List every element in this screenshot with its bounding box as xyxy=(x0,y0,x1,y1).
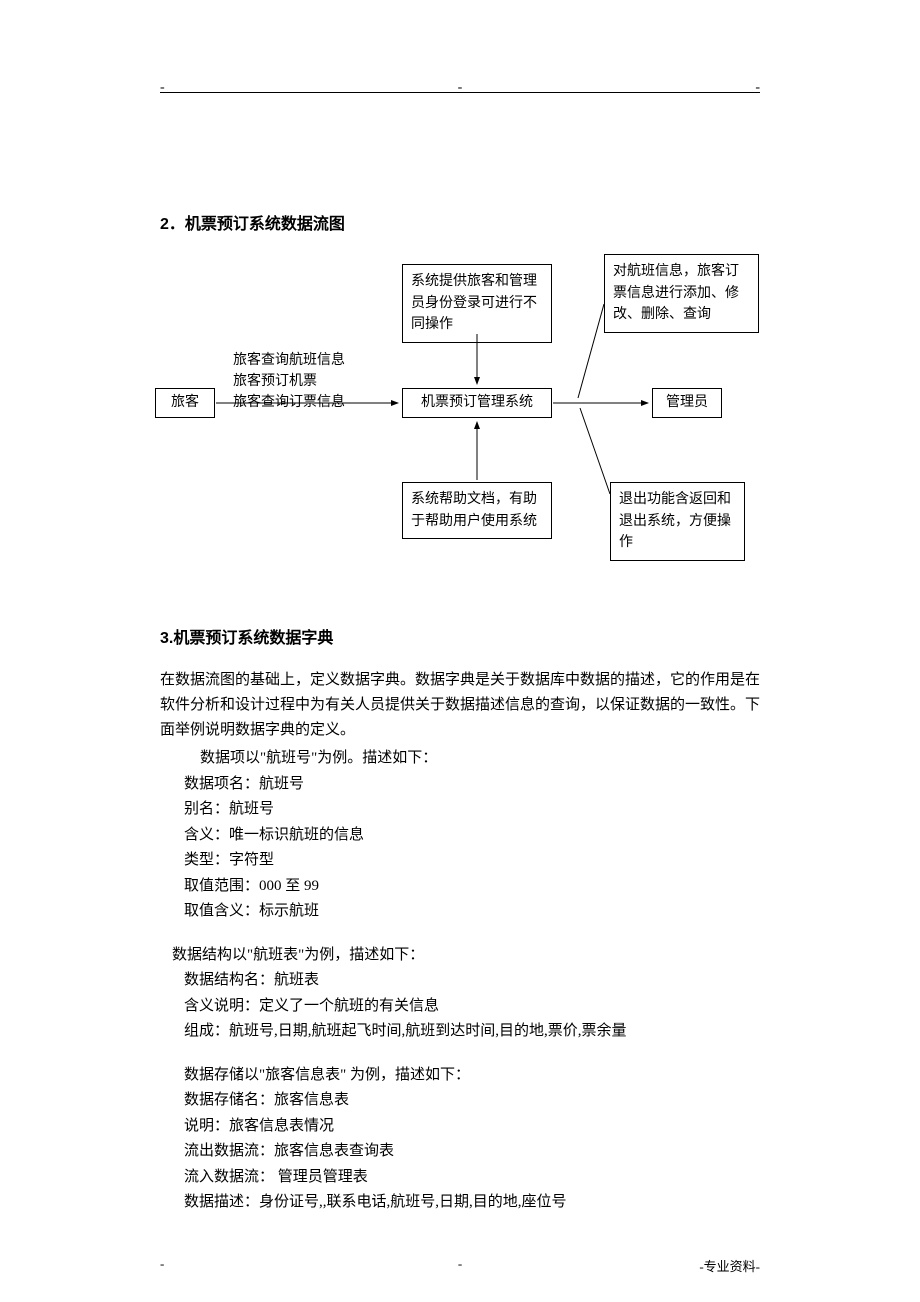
data-struct-block: 数据结构以"航班表"为例，描述如下： 数据结构名：航班表 含义说明：定义了一个航… xyxy=(172,943,760,1045)
section3-title: 3.机票预订系统数据字典 xyxy=(160,624,760,648)
struct-meaning: 含义说明：定义了一个航班的有关信息 xyxy=(184,994,760,1020)
footer-left: - xyxy=(160,1256,164,1272)
store-out: 流出数据流：旅客信息表查询表 xyxy=(184,1139,760,1165)
footer-mid: - xyxy=(458,1256,462,1272)
store-intro: 数据存储以"旅客信息表" 为例，描述如下： xyxy=(184,1063,760,1089)
box-login: 系统提供旅客和管理员身份登录可进行不同操作 xyxy=(402,264,552,343)
section2-title: 2．机票预订系统数据流图 xyxy=(160,210,760,234)
store-in: 流入数据流： 管理员管理表 xyxy=(184,1165,760,1191)
arrow-label-l1: 旅客查询航班信息 xyxy=(233,350,345,371)
item-meaning: 含义：唯一标识航班的信息 xyxy=(184,823,760,849)
store-data: 数据描述：身份证号,,联系电话,航班号,日期,目的地,座位号 xyxy=(184,1190,760,1216)
data-store-block: 数据存储以"旅客信息表" 为例，描述如下： 数据存储名：旅客信息表 说明：旅客信… xyxy=(172,1063,760,1216)
data-flow-diagram: 系统提供旅客和管理员身份登录可进行不同操作 对航班信息，旅客订票信息进行添加、修… xyxy=(150,254,760,584)
arrow-label-l3: 旅客查询订票信息 xyxy=(233,392,345,413)
box-passenger: 旅客 xyxy=(155,388,215,418)
box-exit: 退出功能含返回和退出系统，方便操作 xyxy=(610,482,745,561)
arrow-label: 旅客查询航班信息 旅客预订机票 旅客查询订票信息 xyxy=(233,350,345,413)
store-desc: 说明：旅客信息表情况 xyxy=(184,1114,760,1140)
page-content: 2．机票预订系统数据流图 系统提供旅客和管理员身份登录可进行不同操作 对航班信息… xyxy=(0,0,920,1256)
box-help: 系统帮助文档，有助于帮助用户使用系统 xyxy=(402,482,552,539)
struct-intro: 数据结构以"航班表"为例，描述如下： xyxy=(172,943,760,969)
struct-name: 数据结构名：航班表 xyxy=(184,968,760,994)
data-item-block: 数据项以"航班号"为例。描述如下： 数据项名：航班号 别名：航班号 含义：唯一标… xyxy=(172,746,760,925)
item-name: 数据项名：航班号 xyxy=(184,772,760,798)
box-system: 机票预订管理系统 xyxy=(402,388,552,418)
store-name: 数据存储名：旅客信息表 xyxy=(184,1088,760,1114)
struct-composition: 组成：航班号,日期,航班起飞时间,航班到达时间,目的地,票价,票余量 xyxy=(184,1019,760,1045)
footer-right: -专业资料- xyxy=(699,1256,760,1275)
item-value-meaning: 取值含义：标示航班 xyxy=(184,899,760,925)
item-alias: 别名：航班号 xyxy=(184,797,760,823)
section3-intro: 在数据流图的基础上，定义数据字典。数据字典是关于数据库中数据的描述，它的作用是在… xyxy=(160,668,760,742)
item-intro: 数据项以"航班号"为例。描述如下： xyxy=(200,746,760,772)
box-admin-ops: 对航班信息，旅客订票信息进行添加、修改、删除、查询 xyxy=(604,254,759,333)
item-type: 类型：字符型 xyxy=(184,848,760,874)
box-admin: 管理员 xyxy=(652,388,722,418)
arrow-label-l2: 旅客预订机票 xyxy=(233,371,345,392)
item-range: 取值范围：000 至 99 xyxy=(184,874,760,900)
